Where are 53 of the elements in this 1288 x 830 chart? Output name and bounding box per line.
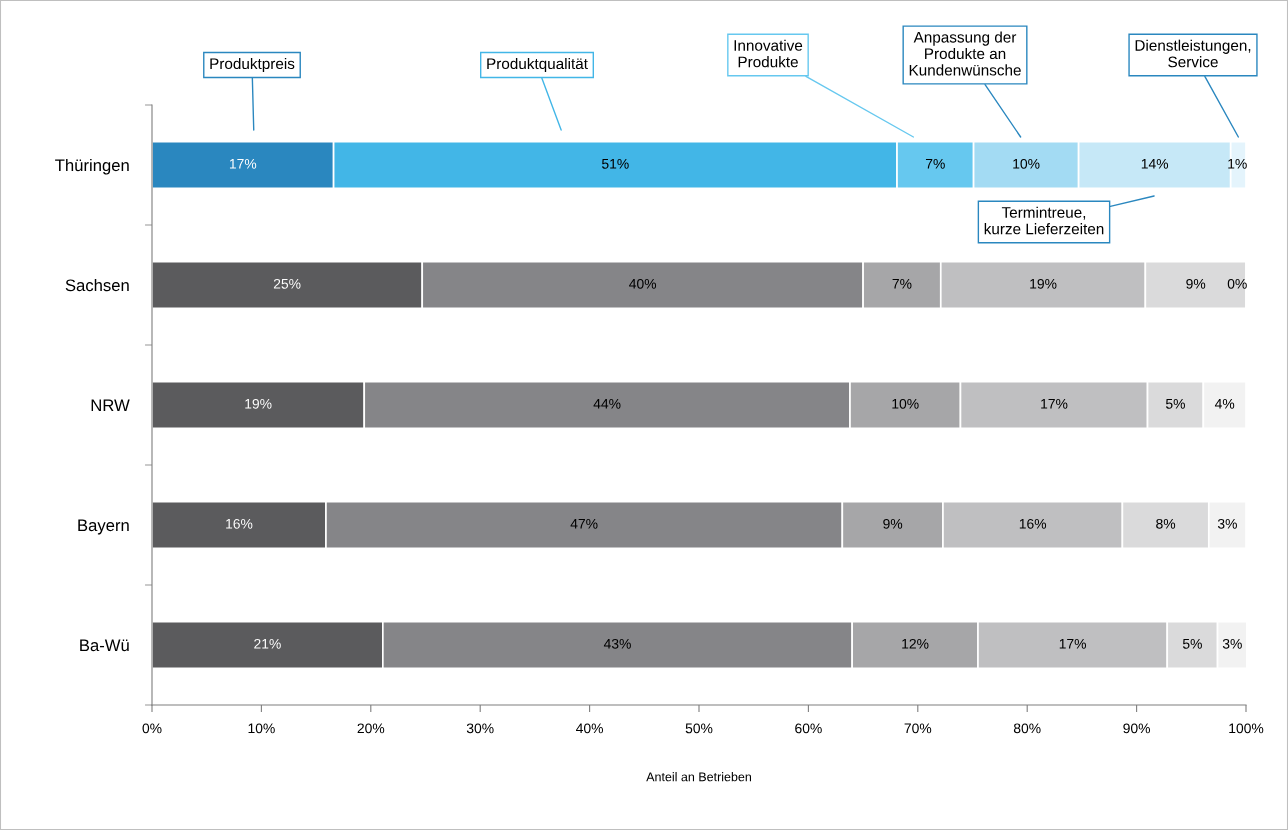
x-tick-label: 60% xyxy=(795,723,822,734)
data-label: 9% xyxy=(1186,278,1206,289)
data-label: 16% xyxy=(1019,518,1047,529)
x-tick-label: 30% xyxy=(466,723,494,734)
data-label: 7% xyxy=(892,278,912,289)
data-label: 47% xyxy=(570,518,598,529)
x-tick-label: 70% xyxy=(904,723,932,734)
data-label: 17% xyxy=(1059,638,1087,649)
y-tick-label: Sachsen xyxy=(65,278,129,292)
data-label: 51% xyxy=(601,158,629,169)
x-tick-label: 50% xyxy=(685,723,713,734)
y-tick-label: Bayern xyxy=(78,519,129,535)
data-label: 16% xyxy=(226,518,253,529)
series-label: Termintreue, kurze Lieferzeiten xyxy=(984,206,1104,235)
x-tick-label: 20% xyxy=(357,723,385,734)
data-label: 1% xyxy=(1228,158,1247,169)
data-label: 5% xyxy=(1182,638,1202,649)
data-label: 0% xyxy=(1227,278,1247,289)
data-label: 12% xyxy=(902,638,929,649)
x-tick-label: 0% xyxy=(142,723,162,734)
text: Innovative Produkte xyxy=(734,39,803,68)
x-tick-label: 100% xyxy=(1229,723,1264,734)
data-label: 43% xyxy=(603,638,631,649)
data-label: 7% xyxy=(925,158,945,169)
data-label: 44% xyxy=(593,398,621,409)
data-label: 14% xyxy=(1141,158,1169,169)
x-axis-title: Anteil an Betrieben xyxy=(646,772,752,782)
x-tick-label: 10% xyxy=(248,723,275,734)
data-label: 10% xyxy=(1013,158,1040,169)
text: Produktpreis xyxy=(210,57,295,73)
text: Dienstleistungen, Service xyxy=(1135,39,1251,68)
data-label: 21% xyxy=(254,638,281,649)
y-tick-label: NRW xyxy=(91,399,130,412)
x-tick-label: 90% xyxy=(1123,723,1151,734)
y-tick-label: Thüringen xyxy=(55,158,129,175)
data-label: 3% xyxy=(1222,638,1242,649)
data-label: 8% xyxy=(1156,518,1176,529)
text: Anpassung der Produkte an Kundenwünsche xyxy=(909,31,1021,76)
text: Produktqualität xyxy=(487,57,588,73)
x-tick-label: 80% xyxy=(1013,723,1041,734)
data-label: 3% xyxy=(1217,518,1237,529)
data-label: 10% xyxy=(892,398,919,409)
data-label: 9% xyxy=(883,518,903,529)
data-label: 17% xyxy=(1041,398,1068,409)
y-tick-label: Ba-Wü xyxy=(80,639,129,652)
data-label: 17% xyxy=(229,158,257,169)
data-label: 19% xyxy=(1030,278,1057,289)
data-label: 5% xyxy=(1165,398,1185,409)
data-label: 40% xyxy=(629,278,657,289)
data-label: 19% xyxy=(245,398,272,409)
data-label: 25% xyxy=(273,278,301,289)
data-label: 4% xyxy=(1214,398,1235,409)
x-tick-label: 40% xyxy=(576,723,604,734)
